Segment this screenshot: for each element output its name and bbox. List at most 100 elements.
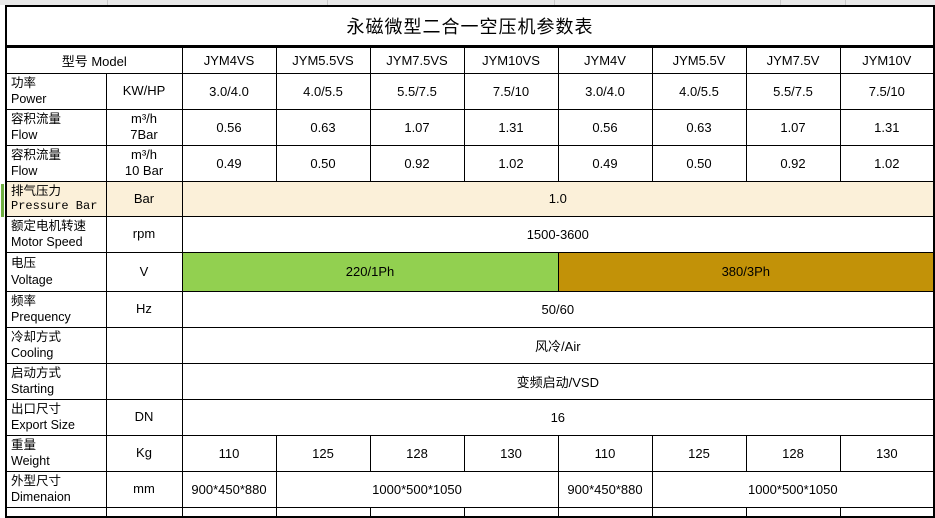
partial-row-cell[interactable]	[5, 506, 107, 518]
gridline	[107, 0, 108, 5]
value-cell[interactable]: 0.49	[181, 144, 277, 182]
model-header-cell[interactable]: 型号 Model	[5, 45, 183, 74]
value-cell[interactable]: 7.5/10	[463, 72, 559, 110]
unit-line: m³/h	[131, 146, 157, 162]
unit-cell-dimension[interactable]: mm	[105, 470, 183, 508]
unit-cell-weight[interactable]: Kg	[105, 434, 183, 472]
value-cell[interactable]: 130	[463, 434, 559, 472]
voltage-220-cell[interactable]: 220/1Ph	[181, 251, 559, 292]
partial-row-cell[interactable]	[651, 506, 747, 518]
merged-value-cell-dimension[interactable]: 1000*500*1050	[651, 470, 935, 508]
row-label-cn: 启动方式	[11, 365, 62, 380]
model-column-header[interactable]: JYM5.5V	[651, 45, 747, 74]
value-cell[interactable]: 1.02	[463, 144, 559, 182]
value-cell[interactable]: 0.49	[557, 144, 653, 182]
row-label-dimension[interactable]: 外型尺寸 Dimenaion	[5, 470, 107, 508]
row-label-voltage[interactable]: 电压 Voltage	[5, 251, 107, 292]
value-cell[interactable]: 1.07	[745, 108, 841, 146]
partial-row-cell[interactable]	[463, 506, 559, 518]
value-cell[interactable]: 125	[275, 434, 371, 472]
model-column-header[interactable]: JYM4VS	[181, 45, 277, 74]
row-label-starting[interactable]: 启动方式 Starting	[5, 362, 107, 400]
row-label-flow-10bar[interactable]: 容积流量 Flow	[5, 144, 107, 182]
row-label-en: Dimenaion	[11, 490, 71, 505]
merged-value-cell-frequency[interactable]: 50/60	[181, 290, 935, 328]
value-cell[interactable]: 128	[745, 434, 841, 472]
model-column-header[interactable]: JYM7.5VS	[369, 45, 465, 74]
row-label-motor-speed[interactable]: 额定电机转速 Motor Speed	[5, 215, 107, 253]
row-label-cooling[interactable]: 冷却方式 Cooling	[5, 326, 107, 364]
model-column-header[interactable]: JYM10VS	[463, 45, 559, 74]
value-cell[interactable]: 1.07	[369, 108, 465, 146]
unit-cell-voltage[interactable]: V	[105, 251, 183, 292]
value-cell[interactable]: 128	[369, 434, 465, 472]
model-column-header[interactable]: JYM10V	[839, 45, 935, 74]
model-column-header[interactable]: JYM4V	[557, 45, 653, 74]
unit-cell-flow-10bar[interactable]: m³/h 10 Bar	[105, 144, 183, 182]
value-cell[interactable]: 1.31	[463, 108, 559, 146]
row-label-flow-7bar[interactable]: 容积流量 Flow	[5, 108, 107, 146]
unit-cell-cooling[interactable]	[105, 326, 183, 364]
value-cell[interactable]: 0.56	[557, 108, 653, 146]
value-cell[interactable]: 0.50	[651, 144, 747, 182]
row-label-cn: 功率	[11, 75, 37, 90]
value-cell[interactable]: 110	[181, 434, 277, 472]
row-label-cn: 冷却方式	[11, 329, 62, 344]
merged-value-cell-export-size[interactable]: 16	[181, 398, 935, 436]
value-cell[interactable]: 900*450*880	[181, 470, 277, 508]
partial-row-cell[interactable]	[275, 506, 371, 518]
value-cell[interactable]: 5.5/7.5	[745, 72, 841, 110]
partial-row-cell[interactable]	[105, 506, 183, 518]
unit-cell-frequency[interactable]: Hz	[105, 290, 183, 328]
unit-cell-pressure[interactable]: Bar	[105, 180, 183, 217]
value-cell[interactable]: 1.02	[839, 144, 935, 182]
value-cell[interactable]: 5.5/7.5	[369, 72, 465, 110]
model-column-header[interactable]: JYM7.5V	[745, 45, 841, 74]
value-cell[interactable]: 110	[557, 434, 653, 472]
row-label-export-size[interactable]: 出口尺寸 Export Size	[5, 398, 107, 436]
merged-value-cell-motor-speed[interactable]: 1500-3600	[181, 215, 935, 253]
value-cell[interactable]: 0.50	[275, 144, 371, 182]
value-cell[interactable]: 1.31	[839, 108, 935, 146]
value-cell[interactable]: 4.0/5.5	[651, 72, 747, 110]
partial-row-cell[interactable]	[557, 506, 653, 518]
merged-value-cell-cooling[interactable]: 风冷/Air	[181, 326, 935, 364]
row-label-frequency[interactable]: 频率 Prequency	[5, 290, 107, 328]
value-cell[interactable]: 130	[839, 434, 935, 472]
partial-row-cell[interactable]	[839, 506, 935, 518]
unit-cell-power[interactable]: KW/HP	[105, 72, 183, 110]
value-cell[interactable]: 125	[651, 434, 747, 472]
row-label-weight[interactable]: 重量 Weight	[5, 434, 107, 472]
value-cell[interactable]: 0.92	[745, 144, 841, 182]
merged-value-cell-dimension[interactable]: 1000*500*1050	[275, 470, 559, 508]
row-label-en: Power	[11, 92, 47, 106]
value-cell[interactable]: 0.92	[369, 144, 465, 182]
row-label-en: Pressure Bar	[11, 199, 98, 213]
partial-row-cell[interactable]	[181, 506, 277, 518]
row-label-en: Export Size	[11, 418, 75, 433]
partial-row-cell[interactable]	[745, 506, 841, 518]
row-label-power[interactable]: 功率 Power	[5, 72, 107, 110]
row-label-en: Weight	[11, 454, 50, 469]
voltage-380-cell[interactable]: 380/3Ph	[557, 251, 935, 292]
unit-cell-starting[interactable]	[105, 362, 183, 400]
row-label-en: Cooling	[11, 346, 54, 361]
value-cell[interactable]: 3.0/4.0	[181, 72, 277, 110]
unit-cell-export-size[interactable]: DN	[105, 398, 183, 436]
value-cell[interactable]: 7.5/10	[839, 72, 935, 110]
unit-cell-flow-7bar[interactable]: m³/h 7Bar	[105, 108, 183, 146]
row-label-pressure[interactable]: 排气压力 Pressure Bar	[5, 180, 107, 217]
row-label-en: Motor Speed	[11, 235, 83, 250]
value-cell[interactable]: 0.56	[181, 108, 277, 146]
value-cell[interactable]: 900*450*880	[557, 470, 653, 508]
table-title-cell[interactable]: 永磁微型二合一空压机参数表	[5, 5, 935, 48]
unit-cell-motor-speed[interactable]: rpm	[105, 215, 183, 253]
partial-row-cell[interactable]	[369, 506, 465, 518]
model-column-header[interactable]: JYM5.5VS	[275, 45, 371, 74]
merged-value-cell-starting[interactable]: 变频启动/VSD	[181, 362, 935, 400]
value-cell[interactable]: 0.63	[275, 108, 371, 146]
value-cell[interactable]: 0.63	[651, 108, 747, 146]
value-cell[interactable]: 3.0/4.0	[557, 72, 653, 110]
value-cell[interactable]: 4.0/5.5	[275, 72, 371, 110]
merged-value-cell-pressure[interactable]: 1.0	[181, 180, 935, 217]
